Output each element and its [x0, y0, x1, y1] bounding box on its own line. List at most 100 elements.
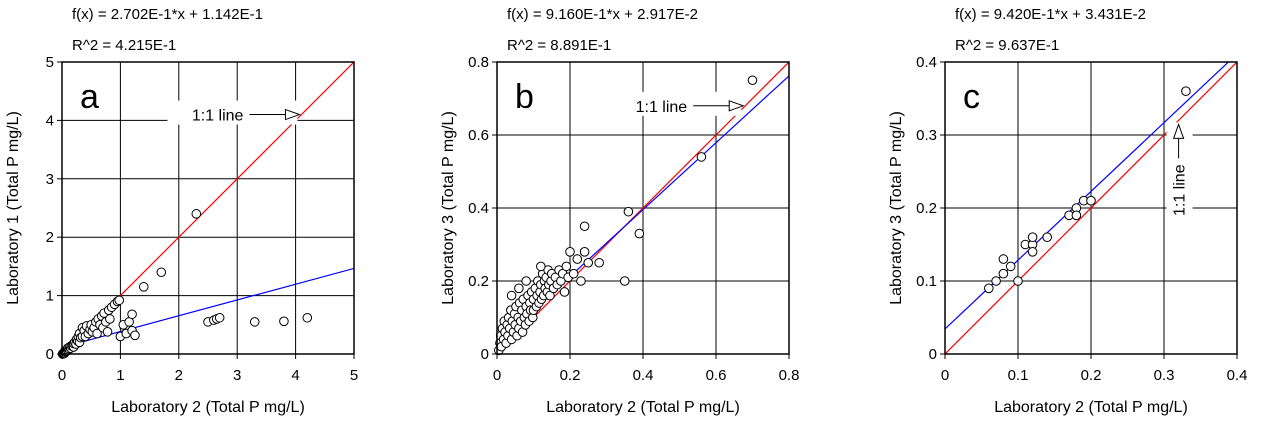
data-point — [623, 206, 634, 217]
data-point — [521, 276, 532, 286]
data-point — [1086, 195, 1096, 206]
data-point — [559, 287, 570, 297]
y-tick-label: 2 — [46, 229, 54, 246]
annotation-label: 1:1 line — [1172, 164, 1189, 216]
y-axis-label: Laboratory 1 (Total P mg/L) — [5, 111, 22, 305]
data-point — [114, 295, 125, 306]
x-axis-label: Laboratory 2 (Total P mg/L) — [111, 399, 305, 416]
y-tick-label: 0.2 — [468, 273, 489, 290]
x-tick-label: 0 — [493, 367, 501, 384]
x-tick-label: 0.2 — [560, 367, 581, 384]
data-point — [214, 312, 225, 323]
regression-equation: f(x) = 2.702E-1*x + 1.142E-1 — [72, 6, 263, 23]
r-squared-label: R^2 = 8.891E-1 — [507, 37, 611, 54]
annotation-label: 1:1 line — [192, 108, 244, 125]
data-point — [1042, 232, 1052, 242]
y-tick-label: 0.6 — [468, 127, 489, 144]
x-tick-label: 0.4 — [633, 367, 654, 384]
annotation-background — [1166, 122, 1193, 243]
x-tick-label: 0 — [941, 367, 949, 384]
data-point — [984, 283, 994, 294]
data-point — [579, 247, 590, 257]
data-point — [619, 276, 630, 286]
data-point — [1071, 210, 1082, 221]
x-axis-label: Laboratory 2 (Total P mg/L) — [994, 399, 1188, 416]
panel-letter: a — [80, 78, 99, 116]
data-point — [249, 317, 260, 327]
data-point — [1005, 261, 1016, 272]
y-tick-label: 3 — [46, 171, 54, 188]
data-point — [579, 221, 590, 232]
x-tick-label: 0.4 — [1227, 367, 1248, 384]
data-point — [696, 152, 707, 162]
y-tick-label: 0 — [929, 346, 937, 363]
r-squared-label: R^2 = 9.637E-1 — [955, 37, 1059, 54]
panel-c: f(x) = 9.420E-1*x + 3.431E-2 R^2 = 9.637E… — [888, 6, 1247, 416]
y-tick-label: 0.1 — [916, 273, 937, 290]
x-axis-label: Laboratory 2 (Total P mg/L) — [546, 399, 740, 416]
x-tick-label: 0.6 — [706, 367, 727, 384]
data-point — [583, 257, 594, 268]
x-tick-label: 0.1 — [1008, 367, 1029, 384]
data-point — [536, 261, 546, 272]
panel-b: f(x) = 9.160E-1*x + 2.917E-2 R^2 = 8.891E… — [440, 6, 799, 416]
data-point — [156, 267, 167, 278]
data-point — [568, 268, 579, 279]
data-point — [92, 328, 102, 339]
annotation-background — [611, 91, 742, 116]
y-tick-label: 0 — [481, 346, 489, 363]
data-point — [1013, 276, 1023, 286]
x-tick-label: 3 — [233, 367, 241, 384]
regression-equation: f(x) = 9.420E-1*x + 3.431E-2 — [955, 6, 1146, 23]
annotation-label: 1:1 line — [636, 99, 688, 116]
data-point — [576, 276, 586, 286]
y-axis-label: Laboratory 3 (Total P mg/L) — [440, 111, 457, 305]
panel-letter-background — [74, 74, 110, 114]
r-squared-label: R^2 = 4.215E-1 — [72, 37, 176, 54]
x-tick-label: 4 — [291, 367, 299, 384]
data-point — [105, 314, 115, 324]
data-point — [130, 330, 140, 341]
annotation-arrow-head — [728, 100, 745, 112]
y-axis-label: Laboratory 3 (Total P mg/L) — [888, 111, 905, 305]
x-tick-label: 0.3 — [1154, 367, 1175, 384]
y-tick-label: 5 — [46, 54, 54, 71]
data-point — [634, 228, 645, 239]
y-tick-label: 0.8 — [468, 54, 489, 71]
identity-line — [945, 62, 1237, 354]
x-tick-label: 0.8 — [779, 367, 800, 384]
data-point — [998, 254, 1009, 264]
panel-letter-background — [957, 74, 993, 114]
data-point — [506, 290, 517, 301]
data-point — [572, 254, 583, 264]
y-tick-label: 0.2 — [916, 200, 937, 217]
regression-equation: f(x) = 9.160E-1*x + 2.917E-2 — [507, 6, 698, 23]
data-point — [279, 316, 289, 327]
data-point — [127, 309, 137, 320]
data-point — [1027, 232, 1038, 242]
data-point — [102, 327, 113, 337]
panel-a: f(x) = 2.702E-1*x + 1.142E-1 R^2 = 4.215E… — [5, 6, 358, 416]
data-point — [565, 247, 575, 257]
x-tick-label: 0 — [58, 367, 66, 384]
data-point — [514, 283, 524, 294]
data-point — [991, 276, 1001, 286]
x-tick-label: 2 — [175, 367, 183, 384]
data-point — [747, 75, 758, 86]
y-tick-label: 0.4 — [916, 54, 937, 71]
y-tick-label: 4 — [46, 112, 54, 129]
data-point — [594, 257, 605, 268]
y-tick-label: 0.4 — [468, 200, 489, 217]
data-point — [1027, 247, 1038, 257]
annotation-arrow-head — [284, 108, 301, 121]
x-tick-label: 5 — [350, 367, 358, 384]
data-point — [191, 209, 202, 219]
y-tick-label: 1 — [46, 288, 54, 305]
x-tick-label: 0.2 — [1081, 367, 1102, 384]
data-point — [1181, 86, 1191, 96]
data-point — [561, 261, 572, 272]
y-tick-label: 0.3 — [916, 127, 937, 144]
data-point — [302, 312, 313, 323]
